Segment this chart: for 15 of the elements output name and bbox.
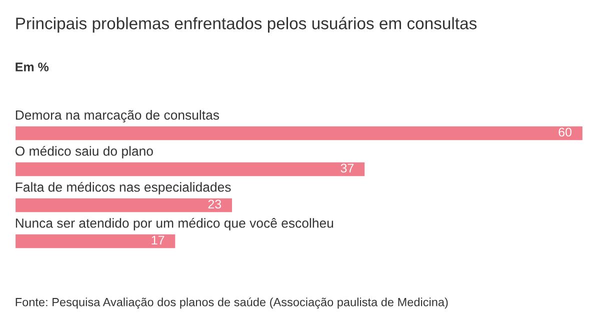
data-label: 23 [208,200,222,209]
bar [14,124,584,142]
y-tick-label: Falta de médicos nas especialidades [16,182,231,194]
data-label: 17 [152,236,164,244]
bar [14,160,366,178]
bar [14,196,234,214]
y-tick-label: O médico saiu do plano [16,146,153,158]
data-label: 37 [340,164,354,173]
y-tick-label: Demora na marcação de consultas [16,110,220,122]
chart-title: Principais problemas enfrentados pelos usuários em consultas [16,16,477,33]
data-label: 60 [558,128,572,137]
bar [14,232,177,250]
y-tick-label: Nunca ser atendido por um médico que você escolheu [16,218,334,230]
chart-subtitle: Em % [16,62,49,72]
source-note: Fonte: Pesquisa Avaliação dos planos de saúde (Associação paulista de Medicina) [16,297,448,309]
